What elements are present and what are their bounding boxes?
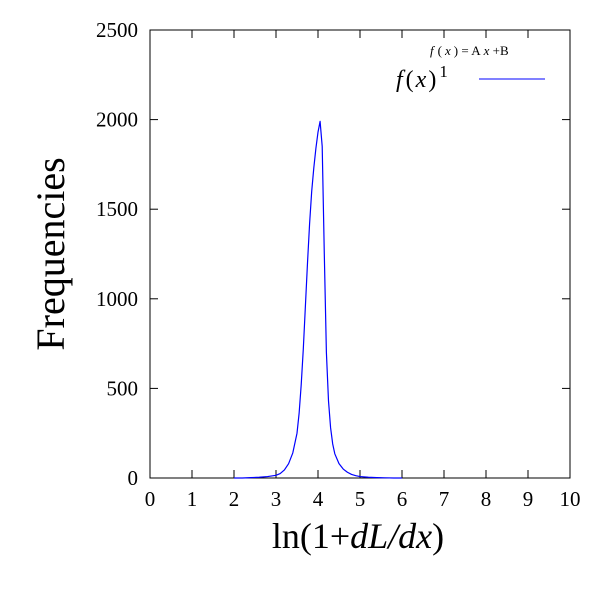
fit-annotation-f: f — [430, 43, 436, 58]
x-tick-label: 7 — [439, 487, 450, 511]
x-axis-title: ln(1+dL/dx) — [272, 516, 444, 556]
y-tick-label: 2500 — [96, 18, 138, 42]
plot-frame — [149, 29, 571, 479]
legend-label-sup: 1 — [439, 62, 448, 81]
legend-label-close: ) — [428, 67, 436, 93]
legend-label-open: ( — [406, 67, 414, 93]
x-tick-label: 3 — [271, 487, 282, 511]
x-axis-ticks — [149, 30, 571, 478]
x-tick-label: 5 — [355, 487, 366, 511]
fit-annotation-rest: +B — [489, 43, 509, 58]
legend: f (x) 1 — [396, 62, 545, 93]
legend-label: f (x) 1 — [396, 62, 448, 93]
x-tick-label: 10 — [560, 487, 581, 511]
x-tick-label: 1 — [187, 487, 198, 511]
y-tick-label: 1500 — [96, 197, 138, 221]
fit-annotation-x: x — [444, 43, 451, 58]
x-tick-label: 9 — [523, 487, 534, 511]
x-tick-label: 8 — [481, 487, 492, 511]
y-axis-ticks — [150, 29, 570, 479]
fit-annotation-eq: = A — [458, 43, 481, 58]
legend-label-x: x — [415, 67, 427, 93]
x-axis-title-suffix: ) — [432, 516, 444, 556]
y-axis-tick-labels: 0 500 1000 1500 2000 2500 — [96, 18, 138, 490]
fit-annotation-close: ) — [454, 43, 458, 58]
y-tick-label: 0 — [128, 466, 139, 490]
y-tick-label: 1000 — [96, 287, 138, 311]
x-tick-label: 0 — [145, 487, 156, 511]
series-line-0 — [234, 120, 402, 479]
x-axis-title-italic: dL/dx — [350, 516, 432, 556]
fit-annotation-open: ( — [438, 43, 442, 58]
y-tick-label: 500 — [107, 376, 139, 400]
x-axis-tick-labels: 0 1 2 3 4 5 6 7 8 9 10 — [145, 487, 581, 511]
y-tick-label: 2000 — [96, 108, 138, 132]
y-axis-title: Frequencies — [28, 157, 73, 350]
x-tick-label: 6 — [397, 487, 408, 511]
x-tick-label: 2 — [229, 487, 240, 511]
legend-label-f: f — [396, 67, 406, 93]
series-layer — [234, 120, 402, 479]
x-axis-title-prefix: ln(1+ — [272, 516, 350, 556]
x-tick-label: 4 — [313, 487, 324, 511]
fit-annotation-x2: x — [483, 43, 490, 58]
